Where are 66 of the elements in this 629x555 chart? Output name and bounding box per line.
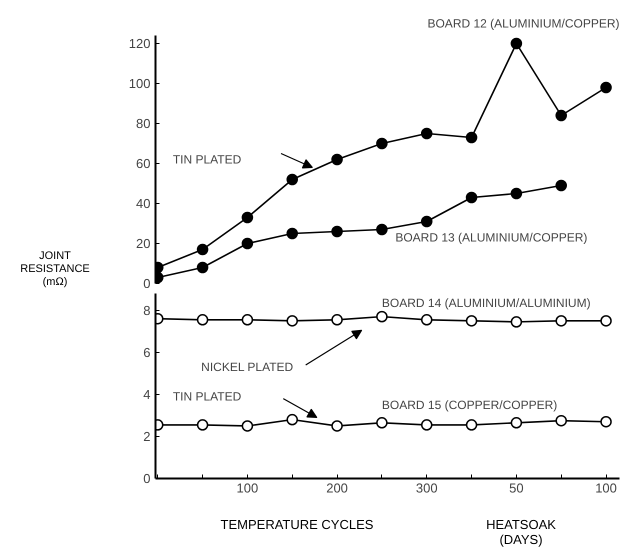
point bbox=[196, 314, 208, 326]
x-axis-title: TEMPERATURE CYCLES bbox=[220, 517, 374, 532]
point bbox=[196, 419, 208, 431]
point bbox=[376, 310, 388, 322]
point bbox=[466, 132, 478, 144]
point bbox=[286, 315, 298, 327]
point bbox=[331, 226, 343, 238]
point bbox=[242, 212, 254, 224]
point bbox=[466, 419, 478, 431]
point bbox=[466, 192, 478, 204]
annotation: TIN PLATED bbox=[172, 390, 242, 404]
point bbox=[242, 238, 254, 250]
point bbox=[376, 417, 388, 429]
point bbox=[420, 216, 432, 228]
point bbox=[420, 419, 432, 431]
point bbox=[331, 154, 343, 166]
series-label: BOARD 15 (COPPER/COPPER) bbox=[382, 398, 558, 412]
point bbox=[286, 174, 298, 186]
point bbox=[420, 128, 432, 140]
y-tick-label: 100 bbox=[128, 76, 151, 91]
point bbox=[600, 416, 612, 428]
y-tick-label: 0 bbox=[143, 276, 151, 291]
x-tick-label: 300 bbox=[416, 480, 438, 496]
annotation: NICKEL PLATED bbox=[201, 360, 294, 374]
series-label: BOARD 13 (ALUMINIUM/COPPER) bbox=[395, 230, 588, 244]
point bbox=[555, 110, 567, 122]
y-tick-label: 80 bbox=[136, 116, 151, 131]
y-tick-label: 0 bbox=[143, 471, 151, 486]
point bbox=[510, 316, 522, 328]
text: HEATSOAK (DAYS) bbox=[486, 517, 556, 547]
series-label: BOARD 14 (ALUMINIUM/ALUMINIUM) bbox=[382, 296, 591, 310]
series-label: BOARD 12 (ALUMINIUM/COPPER) bbox=[427, 16, 620, 30]
point bbox=[600, 315, 612, 327]
annotation: TIN PLATED bbox=[172, 152, 242, 166]
point bbox=[510, 38, 522, 50]
point bbox=[555, 180, 567, 192]
x-tick-label: 50 bbox=[509, 480, 524, 496]
y-axis-title: JOINT RESISTANCE (mΩ) bbox=[19, 250, 91, 289]
y-tick-label: 20 bbox=[136, 236, 151, 251]
point bbox=[196, 262, 208, 274]
point bbox=[376, 224, 388, 236]
point bbox=[331, 420, 343, 432]
x-tick-label: 100 bbox=[236, 480, 258, 496]
point bbox=[466, 315, 478, 327]
point bbox=[331, 314, 343, 326]
y-tick-label: 6 bbox=[143, 344, 151, 360]
point bbox=[286, 228, 298, 240]
point bbox=[420, 314, 432, 326]
y-tick-label: 4 bbox=[143, 386, 151, 402]
point bbox=[510, 417, 522, 429]
y-tick-label: 2 bbox=[143, 428, 151, 444]
y-tick-label: 60 bbox=[136, 156, 151, 171]
point bbox=[196, 244, 208, 256]
point bbox=[555, 315, 567, 327]
point bbox=[286, 414, 298, 426]
y-tick-label: 120 bbox=[128, 36, 151, 51]
point bbox=[242, 314, 254, 326]
point bbox=[242, 420, 254, 432]
y-tick-label: 40 bbox=[136, 196, 151, 211]
point bbox=[600, 82, 612, 94]
point bbox=[555, 414, 567, 426]
x-tick-label: 200 bbox=[326, 480, 348, 496]
x-tick-label: 100 bbox=[595, 480, 617, 496]
point bbox=[510, 188, 522, 200]
y-tick-label: 8 bbox=[143, 302, 151, 318]
point bbox=[376, 138, 388, 150]
